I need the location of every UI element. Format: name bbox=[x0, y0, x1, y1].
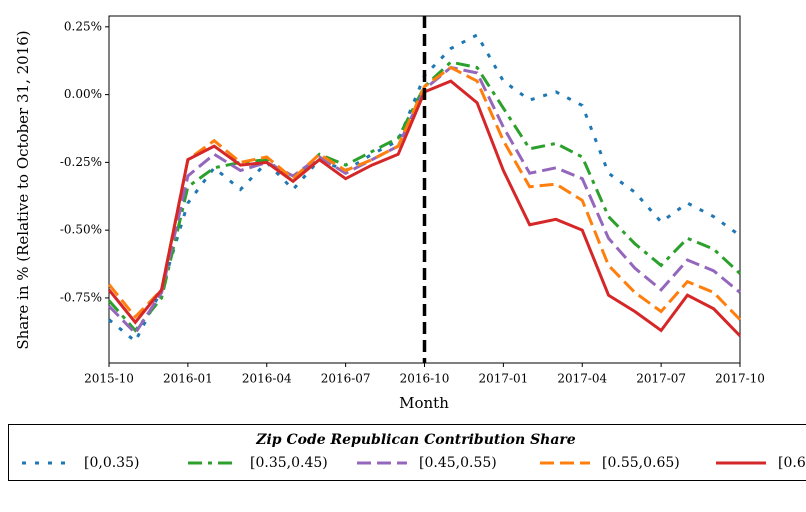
legend-title: Zip Code Republican Contribution Share bbox=[255, 432, 576, 448]
legend-label: [0.65,1] bbox=[778, 455, 806, 471]
x-tick-label: 2016-04 bbox=[242, 372, 292, 386]
x-tick-label: 2017-07 bbox=[636, 372, 686, 386]
y-tick-label: -0.25% bbox=[60, 155, 102, 169]
y-tick-label: -0.50% bbox=[60, 223, 102, 237]
y-axis-label: Share in % (Relative to October 31, 2016… bbox=[14, 30, 32, 349]
y-tick-label: 0.25% bbox=[64, 19, 102, 33]
x-tick-label: 2016-10 bbox=[400, 372, 450, 386]
x-tick-label: 2017-10 bbox=[715, 372, 765, 386]
series-line bbox=[109, 68, 740, 320]
legend-label: [0,0.35) bbox=[84, 455, 139, 471]
y-tick-label: 0.00% bbox=[64, 87, 102, 101]
x-tick-label: 2017-04 bbox=[557, 372, 607, 386]
x-axis-label: Month bbox=[399, 394, 449, 412]
y-tick-label: -0.75% bbox=[60, 290, 102, 304]
legend-label: [0.55,0.65) bbox=[602, 455, 680, 471]
legend-label: [0.35,0.45) bbox=[250, 455, 328, 471]
legend-label: [0.45,0.55) bbox=[419, 455, 497, 471]
x-tick-label: 2016-01 bbox=[163, 372, 213, 386]
x-tick-label: 2016-07 bbox=[321, 372, 371, 386]
x-tick-label: 2017-01 bbox=[478, 372, 528, 386]
x-tick-label: 2015-10 bbox=[84, 372, 134, 386]
